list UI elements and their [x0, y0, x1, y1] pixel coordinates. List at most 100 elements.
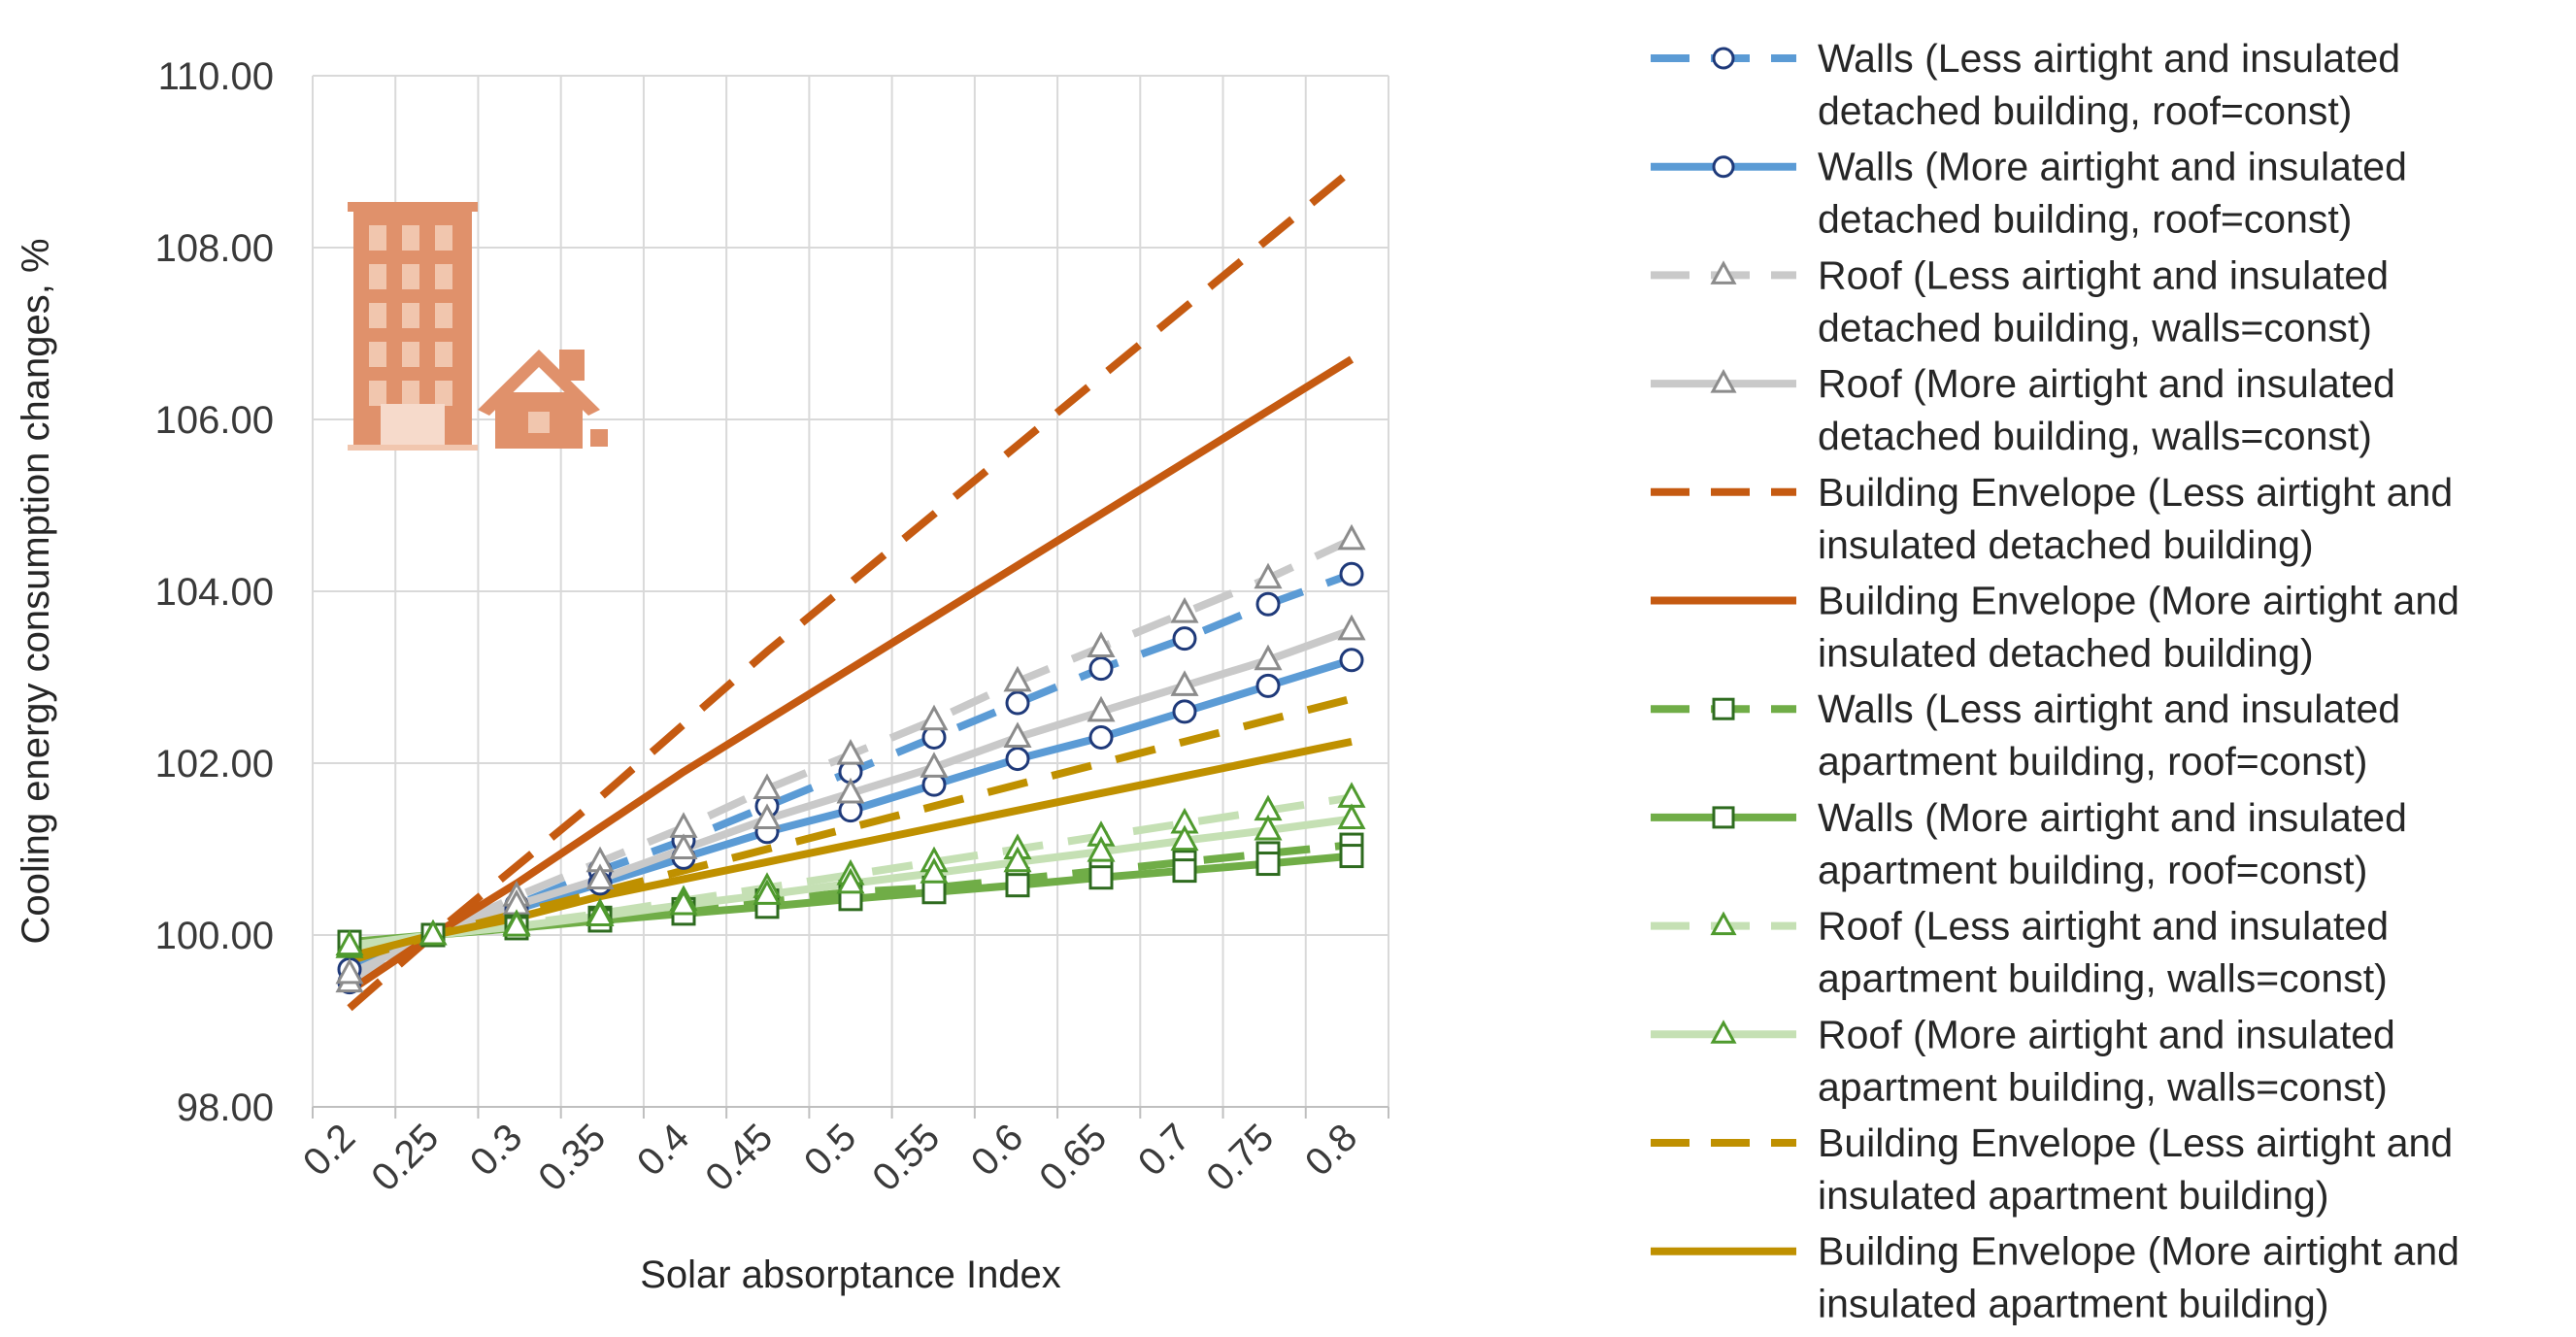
legend-label: Walls (Less airtight and insulated: [1818, 36, 2400, 81]
data-point: [1005, 690, 1030, 716]
x-tick-label: 0.65: [1031, 1116, 1115, 1199]
data-point: [920, 857, 949, 884]
legend-label: detached building, roof=const): [1818, 197, 2352, 242]
legend-item: Walls (Less airtight and insulated apartm…: [1651, 686, 2400, 784]
y-tick-label: 106.00: [155, 399, 274, 442]
data-point: [753, 879, 782, 905]
data-point: [1170, 596, 1199, 623]
data-point: [1710, 911, 1737, 936]
legend-item: Building Envelope (Less airtight and insu…: [1651, 470, 2453, 567]
x-tick-label: 0.8: [1297, 1116, 1365, 1184]
legend-item: Walls (More airtight and insulated apartm…: [1651, 795, 2407, 892]
legend-label: insulated apartment building): [1818, 1173, 2329, 1218]
legend-label: Building Envelope (Less airtight and: [1818, 1120, 2453, 1165]
data-point: [1710, 260, 1737, 284]
x-tick-label: 0.7: [1130, 1116, 1198, 1184]
legend: Walls (Less airtight and insulated detach…: [1651, 36, 2459, 1326]
x-tick-label: 0.3: [462, 1116, 530, 1184]
legend-label: detached building, roof=const): [1818, 88, 2352, 133]
data-point: [1254, 644, 1283, 671]
legend-label: detached building, walls=const): [1818, 305, 2372, 350]
legend-item: Building Envelope (More airtight and insu…: [1651, 1229, 2459, 1326]
legend-label: insulated detached building): [1818, 522, 2314, 567]
data-point: [1712, 155, 1735, 179]
data-point: [1172, 858, 1197, 884]
x-tick-label: 0.55: [864, 1116, 948, 1199]
data-point: [1088, 656, 1114, 682]
data-point: [836, 867, 865, 894]
data-point: [585, 900, 615, 927]
x-tick-label: 0.45: [697, 1116, 781, 1199]
data-point: [1088, 865, 1114, 890]
data-point: [1087, 695, 1116, 722]
legend-label: insulated detached building): [1818, 631, 2314, 676]
data-point: [418, 919, 448, 946]
data-point: [1170, 824, 1199, 852]
legend-label: Walls (More airtight and insulated: [1818, 145, 2407, 189]
data-point: [1172, 699, 1197, 724]
data-point: [1003, 721, 1032, 748]
data-point: [1172, 626, 1197, 652]
x-tick-label: 0.6: [963, 1116, 1031, 1184]
data-point: [1337, 614, 1366, 641]
data-point: [1088, 724, 1114, 750]
x-tick-label: 0.25: [363, 1116, 447, 1199]
legend-label: insulated apartment building): [1818, 1282, 2329, 1326]
y-tick-label: 110.00: [158, 55, 274, 98]
x-tick-label: 0.4: [629, 1116, 697, 1184]
building-icons: [348, 202, 608, 451]
data-point: [1005, 747, 1030, 772]
data-point: [1255, 591, 1281, 617]
plot-frame: [312, 1106, 1389, 1119]
data-point: [921, 880, 947, 905]
data-point: [1255, 852, 1281, 877]
apartment-building-icon: [348, 202, 478, 451]
y-tick-label: 102.00: [155, 743, 274, 785]
data-point: [1712, 697, 1735, 720]
legend-label: Roof (Less airtight and insulated: [1818, 252, 2389, 297]
data-point: [502, 911, 531, 937]
data-point: [920, 752, 949, 778]
x-tick-label: 0.2: [295, 1116, 363, 1184]
series-line: [347, 167, 1355, 1012]
data-point: [920, 704, 949, 731]
legend-label: detached building, walls=const): [1818, 414, 2372, 458]
legend-item: Roof (Less airtight and insulated detache…: [1651, 252, 2389, 350]
y-tick-label: 98.00: [177, 1086, 274, 1129]
y-axis-title: Cooling energy consumption changes, %: [15, 238, 57, 944]
data-point: [1087, 836, 1116, 862]
data-point: [669, 833, 698, 859]
data-point: [1003, 846, 1032, 873]
legend-item: Roof (More airtight and insulated detache…: [1651, 361, 2395, 458]
y-tick-label: 100.00: [155, 915, 274, 957]
data-point: [335, 929, 364, 956]
legend-label: Roof (More airtight and insulated: [1818, 1012, 2395, 1056]
legend-label: apartment building, roof=const): [1818, 739, 2367, 784]
data-point: [1712, 47, 1735, 70]
legend-label: apartment building, walls=const): [1818, 1064, 2388, 1109]
data-point: [1003, 665, 1032, 692]
legend-label: Roof (More airtight and insulated: [1818, 361, 2395, 406]
data-point: [1339, 648, 1364, 673]
data-point: [1087, 631, 1116, 658]
legend-label: apartment building, walls=const): [1818, 956, 2388, 1001]
y-tick-label: 104.00: [155, 571, 274, 614]
y-tick-label: 108.00: [155, 227, 274, 270]
legend-item: Roof (Less airtight and insulated apartme…: [1651, 904, 2389, 1001]
data-point: [585, 863, 615, 889]
data-point: [836, 739, 865, 765]
x-tick-label: 0.35: [530, 1116, 614, 1199]
data-point: [753, 803, 782, 830]
legend-item: Roof (More airtight and insulated apartme…: [1651, 1012, 2395, 1109]
legend-label: apartment building, roof=const): [1818, 848, 2367, 892]
legend-label: Walls (Less airtight and insulated: [1818, 686, 2400, 731]
legend-item: Building Envelope (More airtight and insu…: [1651, 579, 2459, 676]
series-markers: [335, 523, 1366, 995]
legend-label: Building Envelope (More airtight and: [1818, 1229, 2459, 1274]
legend-item: Building Envelope (Less airtight and insu…: [1651, 1120, 2453, 1218]
data-point: [669, 888, 698, 916]
data-point: [1254, 562, 1283, 589]
x-axis-title: Solar absorptance Index: [640, 1253, 1061, 1296]
data-point: [1255, 673, 1281, 698]
